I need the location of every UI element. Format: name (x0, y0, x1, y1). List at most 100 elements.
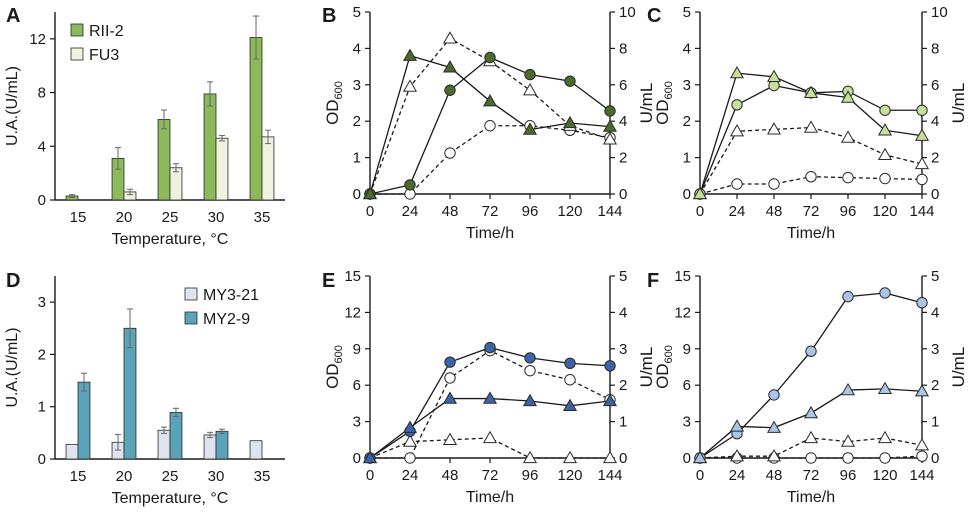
panel-e-x-label: Time/h (466, 489, 514, 506)
panel-e-y-right-tick-label: 0 (619, 450, 627, 467)
panel-a-x-tick-label: 20 (116, 209, 133, 226)
panel-f-y-right-tick-label: 0 (931, 450, 939, 467)
panel-b-point (404, 179, 416, 191)
panel-b-y-right-tick-label: 8 (619, 40, 627, 57)
panel-e-y-right-label: U/mL (637, 347, 656, 388)
panel-d-x-tick-label: 25 (162, 468, 179, 485)
panel-b-x-label: Time/h (466, 225, 514, 242)
panel-e-x-tick-label: 72 (482, 467, 499, 484)
panel-b-x-tick-label: 0 (366, 203, 374, 220)
panel-e-y-right-tick-label: 5 (619, 268, 627, 285)
panel-c-x-tick-label: 96 (840, 203, 857, 220)
panel-a-y-tick-label: 0 (38, 192, 46, 209)
panel-d-x-tick-label: 15 (70, 468, 87, 485)
panel-b-point (362, 186, 378, 200)
panel-d-bar (215, 430, 229, 460)
panel-a-y-tick-label: 12 (29, 31, 46, 48)
panel-e-point (564, 374, 576, 386)
panel-a-x-tick-label: 15 (70, 209, 87, 226)
panel-e-point (562, 450, 578, 464)
panel-b-y-right-tick-label: 2 (619, 150, 627, 167)
panel-D: 0 1 2 3 15 20 25 30 35 Temperature, °C U.A.(U/mL) M… (4, 276, 285, 507)
panel-c-x-tick-label: 144 (909, 203, 934, 220)
panel-f-point (766, 420, 782, 433)
panel-d-bar (169, 412, 183, 460)
panel-f-y-tick-label: 0 (683, 450, 691, 467)
panel-d-bar (249, 440, 263, 460)
panel-d-y-label: U.A.(U/mL) (4, 328, 21, 408)
panel-c-point (840, 130, 856, 143)
panel-c-point (805, 171, 817, 183)
panel-f-series-line (699, 388, 923, 459)
panel-b-point (402, 79, 418, 92)
panel-c-y-right-label: U/mL (949, 83, 968, 124)
panel-d-y-tick-label: 0 (38, 451, 46, 468)
panel-f-x-label: Time/h (787, 489, 835, 506)
panel-f-x-tick-label: 48 (766, 467, 783, 484)
panel-f-y-right-tick-label: 2 (931, 377, 939, 394)
panel-b-y-tick-label: 4 (353, 40, 361, 57)
panel-d-legend-label: MY2-9 (203, 311, 250, 328)
panel-a-legend-label: RII-2 (89, 23, 124, 40)
panel-c-y-right-tick-label: 10 (931, 4, 948, 21)
panel-a-legend-swatch (70, 23, 84, 37)
panel-b-point (522, 83, 538, 96)
panel-c-y-tick-label: 2 (683, 113, 691, 130)
panel-c-x-tick-label: 0 (696, 203, 704, 220)
panel-c-x-tick-label: 24 (729, 203, 746, 220)
panel-a-x-tick-label: 35 (254, 209, 271, 226)
panel-c-point (803, 120, 819, 133)
panel-f-point (692, 450, 708, 464)
panel-b-y-right-label: U/mL (637, 83, 656, 124)
panel-c-point (916, 173, 928, 186)
panel-f-x-tick-label: 0 (696, 467, 704, 484)
panel-b-point (484, 51, 496, 64)
panel-b-x-tick-label: 72 (482, 203, 499, 220)
panel-a-bar (215, 137, 229, 201)
panel-f-point (803, 430, 819, 444)
panel-b-y-tick-label: 2 (353, 113, 361, 130)
panel-c-point (914, 128, 930, 141)
panel-f-point (879, 287, 891, 299)
panel-a-x-label: Temperature, °C (112, 231, 229, 248)
panel-e-point (602, 393, 618, 407)
panel-d-x-label: Temperature, °C (112, 490, 229, 507)
panel-a-x-tick-label: 25 (162, 209, 179, 226)
panel-c-y-right-tick-label: 6 (931, 77, 939, 94)
panel-b-y-right-tick-label: 4 (619, 113, 627, 130)
panel-a-y-tick-label: 4 (38, 138, 46, 155)
panel-f-point (879, 452, 891, 464)
panel-e-point (404, 452, 416, 464)
panel-b-x-tick-label: 24 (402, 203, 419, 220)
panel-e-x-tick-label: 96 (522, 467, 539, 484)
panel-b-point (524, 68, 536, 81)
panel-e-point (564, 357, 576, 370)
panel-d-legend-swatch (184, 287, 198, 301)
panel-b-y-tick-label: 5 (353, 4, 361, 21)
panel-e-point (362, 450, 378, 464)
panel-a-legend-label: FU3 (89, 47, 119, 64)
panel-f-x-tick-label: 72 (803, 467, 820, 484)
panel-c-y-right-tick-label: 2 (931, 150, 939, 167)
panel-e-y-tick-label: 9 (353, 341, 361, 358)
panel-d-y-tick-label: 1 (38, 399, 46, 416)
panel-f-y-right-tick-label: 5 (931, 268, 939, 285)
panel-f-x-tick-label: 144 (909, 467, 934, 484)
panel-d-x-tick-label: 20 (116, 468, 133, 485)
panel-c-point (766, 69, 782, 82)
panel-d-legend-label: MY3-21 (203, 287, 259, 304)
panel-f-point (840, 434, 856, 447)
panel-f-y-tick-label: 9 (683, 341, 691, 358)
panel-c-point (731, 99, 743, 111)
panel-c-point (768, 178, 780, 190)
panel-e-point (444, 372, 456, 384)
panel-e-x-tick-label: 48 (442, 467, 459, 484)
panel-b-point (402, 48, 418, 61)
panel-b-point (602, 119, 618, 132)
panel-c-point (731, 178, 743, 190)
panel-f-point (729, 419, 745, 432)
panel-e-point (402, 420, 418, 433)
panel-f-point (916, 450, 928, 462)
panel-d-x-tick-label: 30 (208, 468, 225, 485)
